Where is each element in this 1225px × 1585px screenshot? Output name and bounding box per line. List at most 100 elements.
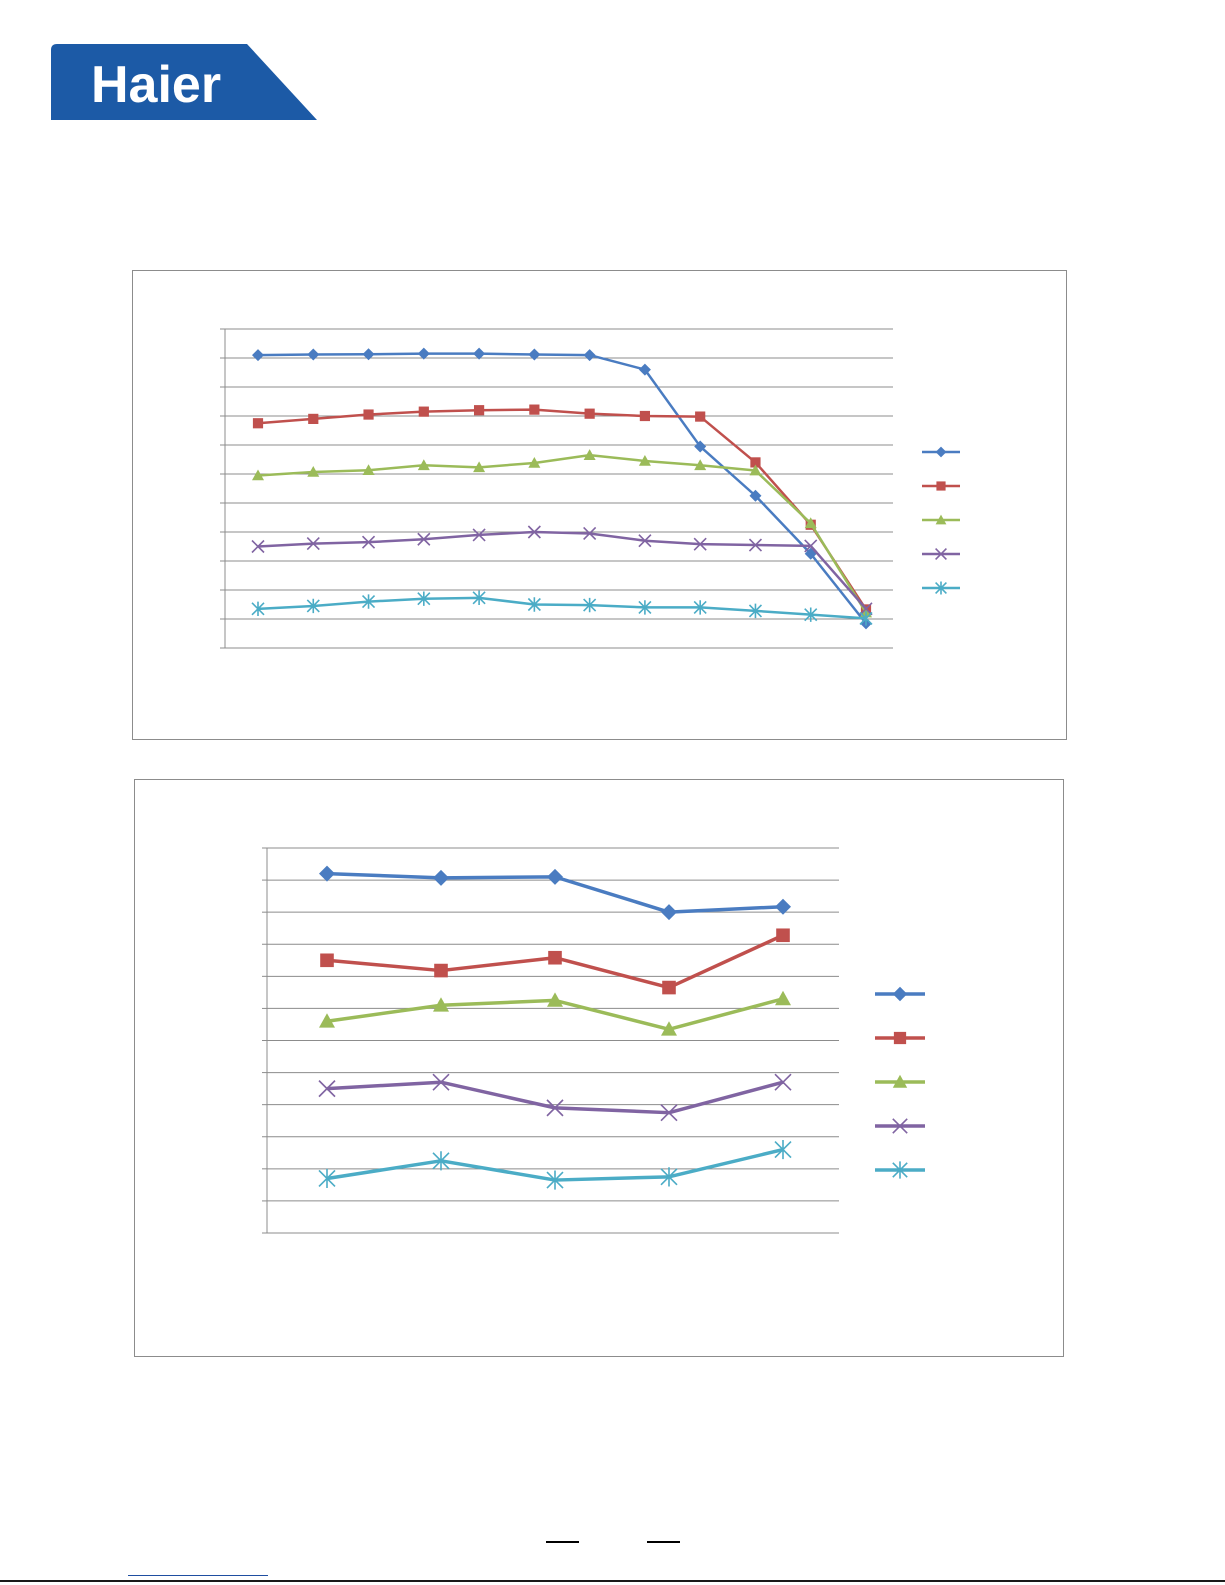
data-point <box>528 348 541 361</box>
data-point <box>318 1168 336 1189</box>
data-point <box>695 411 706 422</box>
series-4 <box>318 1073 792 1122</box>
series-3 <box>252 449 872 618</box>
legend-marker <box>892 1161 908 1179</box>
data-point <box>749 489 762 502</box>
data-point <box>774 1073 792 1091</box>
data-point <box>252 349 264 362</box>
legend-marker <box>892 1118 908 1134</box>
data-point <box>804 607 818 622</box>
data-point <box>638 454 651 466</box>
series-2 <box>320 928 790 995</box>
chart-2 <box>262 847 925 1234</box>
data-point <box>776 928 790 943</box>
data-point <box>694 440 707 453</box>
data-point <box>473 405 485 416</box>
data-point <box>320 953 334 968</box>
data-point <box>527 525 541 539</box>
data-point <box>252 469 264 481</box>
series-line <box>257 530 867 610</box>
legend-marker <box>892 986 908 1002</box>
data-point <box>547 868 563 885</box>
series-1 <box>319 865 791 921</box>
chart-1-frame <box>132 270 1067 740</box>
data-point <box>774 1139 792 1160</box>
footer-rule <box>0 1580 1225 1582</box>
legend-marker <box>935 548 947 560</box>
data-point <box>804 539 818 553</box>
data-point <box>775 898 791 915</box>
data-point <box>417 347 430 360</box>
data-point <box>693 537 707 551</box>
data-point <box>473 461 486 473</box>
footer-mark-left <box>546 1541 579 1543</box>
data-point <box>418 406 429 417</box>
data-point <box>748 538 763 552</box>
data-point <box>661 1021 677 1036</box>
legend-entry-1 <box>922 446 960 458</box>
data-point <box>417 532 431 546</box>
data-point <box>362 348 375 361</box>
data-point <box>472 590 486 606</box>
data-point <box>361 594 376 609</box>
chart-2-frame <box>134 779 1064 1357</box>
data-point <box>434 963 448 978</box>
data-point <box>432 1073 450 1091</box>
footer-link-underline <box>128 1575 268 1576</box>
data-point <box>660 1167 678 1187</box>
data-point <box>307 465 320 477</box>
data-point <box>694 459 707 471</box>
data-point <box>319 865 335 882</box>
data-point <box>306 598 320 614</box>
data-point <box>660 1104 678 1122</box>
data-point <box>547 992 563 1007</box>
haier-logo: Haier <box>51 44 317 120</box>
legend-entry-4 <box>922 548 960 560</box>
data-point <box>583 349 596 362</box>
data-point <box>548 950 562 965</box>
data-point <box>638 534 652 548</box>
logo-shape <box>51 44 317 120</box>
data-point <box>775 990 791 1006</box>
data-point <box>417 459 430 471</box>
data-point <box>251 539 265 554</box>
data-point <box>361 535 376 549</box>
legend-marker <box>892 1074 908 1088</box>
data-point <box>252 418 264 429</box>
data-point <box>804 517 817 529</box>
data-point <box>318 1080 336 1098</box>
data-point <box>527 597 541 612</box>
series-line <box>257 596 867 620</box>
legend-entry-2 <box>922 481 960 491</box>
data-point <box>546 1170 564 1190</box>
data-point <box>251 601 265 617</box>
data-point <box>662 980 676 995</box>
series-2 <box>252 404 872 615</box>
data-point <box>306 537 320 551</box>
data-point <box>859 611 873 626</box>
legend-entry-3 <box>922 514 960 525</box>
data-point <box>319 1013 335 1028</box>
data-point <box>584 408 595 419</box>
data-point <box>661 904 677 921</box>
data-point <box>693 600 707 615</box>
legend-marker <box>935 514 947 525</box>
series-4 <box>251 525 873 616</box>
data-point <box>433 997 449 1012</box>
data-point <box>528 456 541 468</box>
legend-entry-3 <box>875 1074 925 1088</box>
legend-entry-5 <box>922 581 960 595</box>
data-point <box>472 528 486 542</box>
logo-text: Haier <box>91 56 221 114</box>
chart-1 <box>220 328 960 649</box>
legend-marker <box>936 481 946 491</box>
data-point <box>638 363 651 376</box>
data-point <box>308 413 319 424</box>
data-point <box>583 526 597 541</box>
legend-entry-5 <box>875 1161 925 1179</box>
data-point <box>583 449 596 460</box>
series-line <box>257 352 867 625</box>
legend-marker <box>893 1031 907 1045</box>
data-point <box>750 457 761 468</box>
legend-entry-4 <box>875 1118 925 1134</box>
